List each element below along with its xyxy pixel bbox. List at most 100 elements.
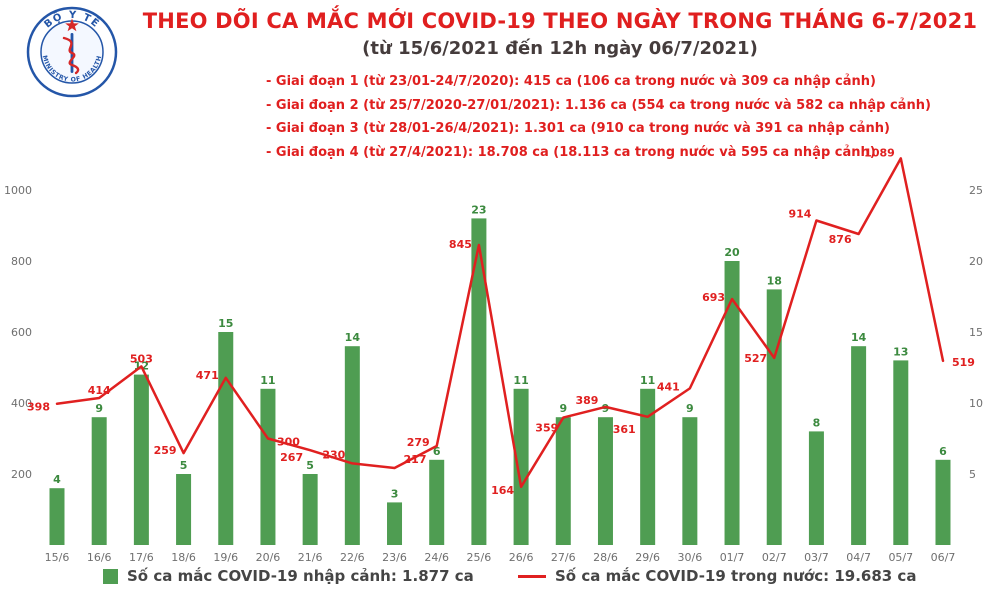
bar-imported-cases: [513, 388, 529, 545]
line-domestic-cases: [55, 157, 945, 489]
line-value-label: 527: [744, 352, 767, 365]
bar-value-label: 11: [640, 374, 655, 387]
bar-value-label: 13: [893, 345, 908, 358]
line-value-label: 217: [404, 453, 427, 466]
bar-value-label: 9: [559, 402, 567, 415]
moh-logo: BỘ Y TẾ MINISTRY OF HEALTH: [26, 6, 118, 98]
line-value-label: 441: [657, 380, 680, 393]
phase-summary-3: - Giai đoạn 3 (từ 28/01-26/4/2021): 1.30…: [266, 121, 890, 136]
x-axis-label: 03/7: [804, 551, 829, 564]
left-axis-tick-label: 1000: [4, 184, 32, 197]
bar-value-label: 9: [686, 402, 694, 415]
legend-line-marker-icon: [518, 574, 546, 578]
bar-imported-cases: [429, 459, 445, 545]
x-axis-label: 05/7: [888, 551, 913, 564]
line-value-label: 267: [280, 451, 303, 464]
left-axis-tick-label: 800: [11, 255, 32, 268]
line-value-label: 164: [491, 484, 514, 497]
right-axis-tick-label: 25: [969, 184, 983, 197]
bar-imported-cases: [302, 474, 318, 545]
logo-star-icon: [65, 18, 79, 32]
x-axis-label: 02/7: [762, 551, 787, 564]
x-axis-label: 25/6: [467, 551, 492, 564]
bar-value-label: 8: [813, 416, 821, 429]
bar-imported-cases: [640, 388, 656, 545]
x-axis-label: 15/6: [45, 551, 70, 564]
x-axis-label: 18/6: [171, 551, 196, 564]
left-axis-tick-label: 600: [11, 326, 32, 339]
x-axis-label: 26/6: [509, 551, 534, 564]
bar-value-label: 9: [95, 402, 103, 415]
x-axis-label: 30/6: [677, 551, 702, 564]
x-axis-label: 16/6: [87, 551, 112, 564]
bar-value-label: 11: [260, 374, 275, 387]
bar-imported-cases: [133, 374, 149, 545]
bar-imported-cases: [935, 459, 951, 545]
legend-imported-label: Số ca mắc COVID-19 nhập cảnh: 1.877 ca: [127, 567, 474, 585]
x-axis-label: 27/6: [551, 551, 576, 564]
bar-value-label: 5: [180, 459, 188, 472]
bar-imported-cases: [851, 346, 867, 545]
right-axis-tick-label: 5: [969, 468, 976, 481]
line-value-label: 1089: [864, 146, 895, 159]
line-value-label: 845: [449, 238, 472, 251]
bar-value-label: 4: [53, 473, 61, 486]
x-axis-label: 21/6: [298, 551, 323, 564]
bar-imported-cases: [555, 417, 571, 545]
legend-bar-marker-icon: [103, 568, 118, 584]
bar-imported-cases: [91, 417, 107, 545]
x-axis-label: 01/7: [720, 551, 745, 564]
line-value-label: 914: [788, 208, 811, 221]
bar-imported-cases: [260, 388, 276, 545]
bar-imported-cases: [176, 474, 192, 545]
x-axis-label: 06/7: [931, 551, 956, 564]
bar-value-label: 9: [602, 402, 610, 415]
x-axis-label: 17/6: [129, 551, 154, 564]
bar-imported-cases: [766, 289, 782, 545]
bar-value-label: 6: [433, 445, 441, 458]
bar-value-label: 15: [218, 317, 233, 330]
line-value-label: 230: [322, 448, 345, 461]
bar-imported-cases: [218, 332, 234, 545]
bar-imported-cases: [471, 218, 487, 545]
phase-summary-4: - Giai đoạn 4 (từ 27/4/2021): 18.708 ca …: [266, 144, 876, 160]
x-axis-label: 28/6: [593, 551, 618, 564]
bar-value-label: 3: [391, 487, 399, 500]
bar-imported-cases: [893, 360, 909, 545]
line-value-label: 259: [154, 444, 177, 457]
legend-imported: Số ca mắc COVID-19 nhập cảnh: 1.877 ca: [103, 567, 474, 585]
bar-imported-cases: [597, 417, 613, 545]
x-axis-label: 22/6: [340, 551, 365, 564]
phase-summary-1: - Giai đoạn 1 (từ 23/01-24/7/2020): 415 …: [266, 74, 876, 89]
phase-summary-list: - Giai đoạn 1 (từ 23/01-24/7/2020): 415 …: [266, 70, 931, 164]
line-value-label: 389: [576, 394, 599, 407]
x-axis-label: 20/6: [256, 551, 281, 564]
line-value-label: 279: [407, 436, 430, 449]
line-value-label: 503: [130, 352, 153, 365]
bar-value-label: 14: [851, 331, 867, 344]
line-value-label: 693: [702, 291, 725, 304]
x-axis-label: 19/6: [213, 551, 238, 564]
x-axis-label: 29/6: [635, 551, 660, 564]
bar-imported-cases: [344, 346, 360, 545]
phase-summary-2: - Giai đoạn 2 (từ 25/7/2020-27/01/2021):…: [266, 97, 931, 113]
legend-domestic: Số ca mắc COVID-19 trong nước: 19.683 ca: [518, 567, 916, 585]
bar-value-label: 23: [471, 203, 486, 216]
left-axis-tick-label: 400: [11, 397, 32, 410]
bar-imported-cases: [387, 502, 403, 545]
line-value-label: 361: [613, 423, 636, 436]
right-axis-tick-label: 20: [969, 255, 983, 268]
chart-title: THEO DÕI CA MẮC MỚI COVID-19 THEO NGÀY T…: [142, 9, 978, 33]
line-value-label: 471: [196, 369, 219, 382]
line-value-label: 300: [277, 436, 300, 449]
bar-value-label: 20: [724, 246, 740, 259]
x-axis-label: 23/6: [382, 551, 407, 564]
line-value-label: 398: [27, 401, 50, 414]
bar-imported-cases: [808, 431, 824, 545]
bar-value-label: 18: [767, 274, 782, 287]
bar-value-label: 6: [939, 445, 947, 458]
right-axis-tick-label: 10: [969, 397, 983, 410]
bar-value-label: 5: [306, 459, 314, 472]
bar-value-label: 11: [513, 374, 528, 387]
line-value-label: 414: [88, 384, 111, 397]
